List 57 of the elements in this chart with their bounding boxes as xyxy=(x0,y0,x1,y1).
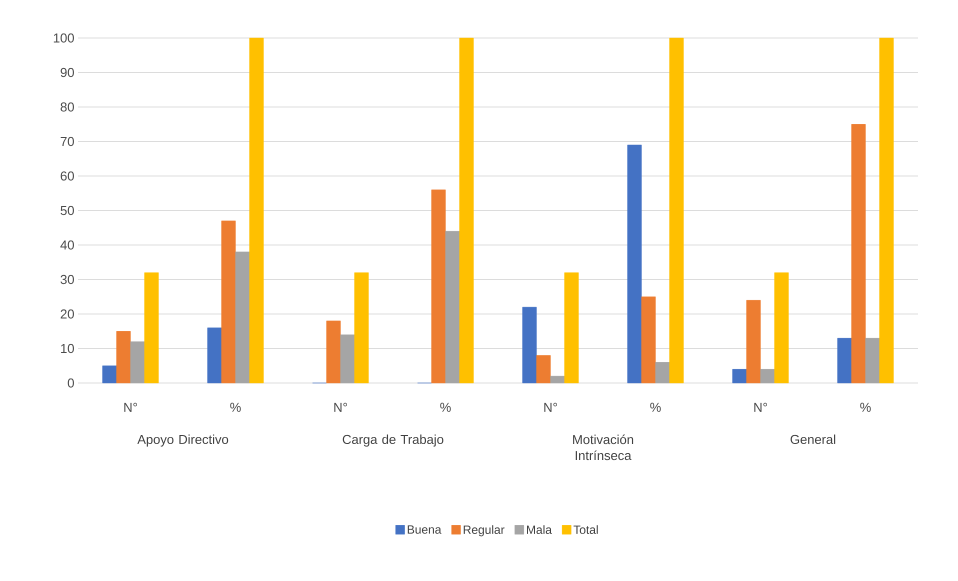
bar xyxy=(235,252,250,384)
x-tick-label: N° xyxy=(754,402,767,412)
bar xyxy=(655,362,670,384)
bar xyxy=(207,328,222,384)
y-tick-label: 100 xyxy=(54,33,74,43)
y-tick-label: 10 xyxy=(61,344,74,354)
x-tick-label: N° xyxy=(544,402,557,412)
bar xyxy=(522,306,537,384)
text: Carga de Trabajo xyxy=(342,434,444,447)
legend-label: Mala xyxy=(527,525,552,534)
x-tick-label: % xyxy=(860,402,871,412)
legend-label: Regular xyxy=(464,525,504,536)
bar xyxy=(760,369,775,384)
bar xyxy=(144,272,159,384)
legend-label: Total xyxy=(574,525,598,534)
text: Motivación Intrínseca xyxy=(573,434,634,460)
bar xyxy=(774,272,789,384)
bar xyxy=(221,220,236,384)
bar xyxy=(249,38,264,384)
bar xyxy=(116,331,131,384)
y-tick-label: 20 xyxy=(60,309,74,319)
bar xyxy=(851,124,866,384)
bar xyxy=(669,38,684,384)
legend-label: Buena xyxy=(408,525,442,534)
x-tick-label: % xyxy=(650,402,661,412)
bar xyxy=(550,376,565,384)
x-tick-label: N° xyxy=(334,402,347,412)
text: Apoyo Directivo xyxy=(137,434,228,447)
bar xyxy=(627,144,642,384)
y-tick-label: 40 xyxy=(60,240,74,250)
bar xyxy=(102,366,117,384)
bar xyxy=(431,190,446,384)
bar xyxy=(326,320,341,384)
y-tick-label: 60 xyxy=(60,171,74,181)
y-tick-label: 90 xyxy=(60,68,74,78)
y-tick-label: 50 xyxy=(60,206,74,216)
bar xyxy=(459,38,474,384)
y-tick-label: 0 xyxy=(68,378,74,388)
bar xyxy=(536,355,551,384)
bar xyxy=(837,338,852,384)
bar xyxy=(445,231,460,384)
bar xyxy=(130,341,145,384)
x-tick-label: % xyxy=(440,402,451,412)
bar xyxy=(354,272,369,384)
y-tick-label: 70 xyxy=(60,136,74,146)
bar xyxy=(746,300,761,384)
x-tick-label: % xyxy=(230,402,241,412)
y-tick-label: 80 xyxy=(60,102,74,112)
bar xyxy=(641,296,656,384)
y-tick-label: 30 xyxy=(60,274,74,284)
x-tick-label: N° xyxy=(124,402,137,412)
text: General xyxy=(790,434,836,444)
bar xyxy=(732,369,747,384)
bar xyxy=(865,338,880,384)
bar xyxy=(340,334,355,384)
bar xyxy=(564,272,579,384)
bar xyxy=(879,38,894,384)
